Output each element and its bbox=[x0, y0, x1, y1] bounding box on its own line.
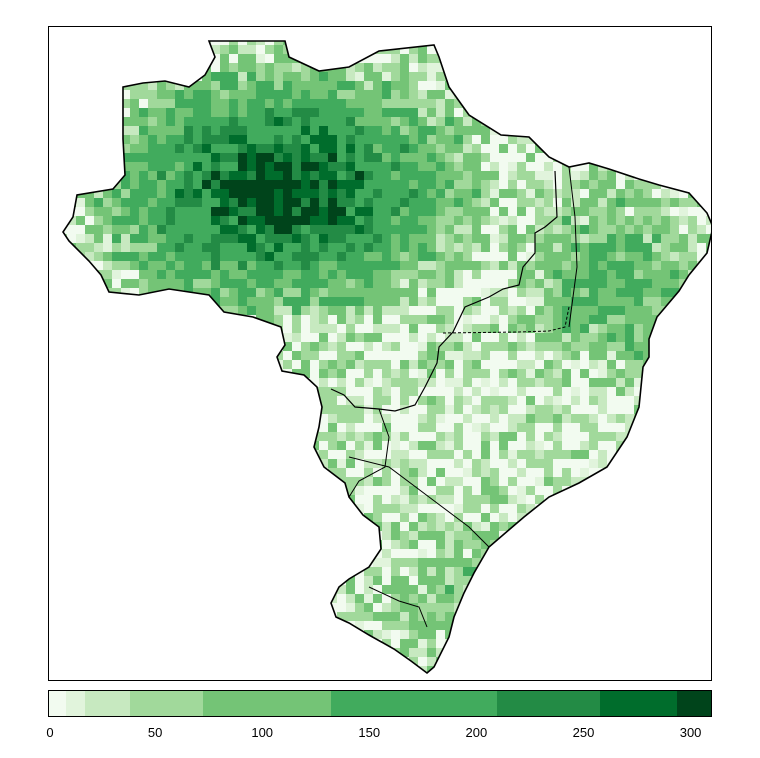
tick-label: 250 bbox=[572, 725, 595, 740]
brazil-choropleth-map bbox=[62, 40, 711, 674]
tick-label: 200 bbox=[465, 725, 488, 740]
colorbar-segment bbox=[497, 691, 600, 716]
state-border-east bbox=[568, 166, 578, 328]
state-border-dashed bbox=[442, 306, 570, 334]
state-border-line bbox=[330, 170, 558, 412]
tick-label: 300 bbox=[679, 725, 702, 740]
colorbar-segment bbox=[202, 691, 331, 716]
lagoon-outline bbox=[368, 586, 428, 628]
tick-label: 0 bbox=[46, 725, 54, 740]
colorbar-segment bbox=[676, 691, 711, 716]
state-border-south bbox=[348, 456, 490, 548]
colorbar-segment bbox=[130, 691, 203, 716]
tick-label: 100 bbox=[251, 725, 274, 740]
colorbar-legend bbox=[48, 690, 712, 717]
colorbar-segment bbox=[66, 691, 86, 716]
colorbar-segment bbox=[49, 691, 67, 716]
colorbar-segment bbox=[85, 691, 131, 716]
colorbar-segment bbox=[599, 691, 677, 716]
colorbar-segment bbox=[330, 691, 498, 716]
tick-label: 150 bbox=[358, 725, 381, 740]
tick-label: 50 bbox=[147, 725, 163, 740]
map-panel bbox=[48, 26, 712, 681]
precipitation-grid bbox=[63, 41, 711, 673]
state-border-west bbox=[348, 408, 390, 498]
